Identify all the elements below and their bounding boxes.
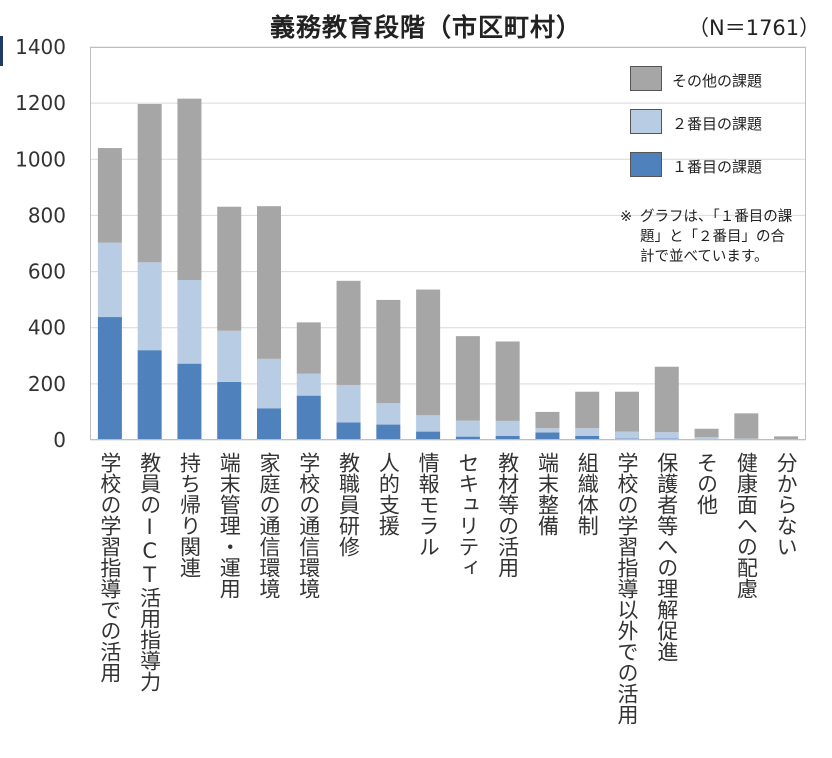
bar-segment-other	[376, 299, 401, 404]
bar-segment-second	[217, 330, 242, 382]
bar-segment-other	[455, 336, 480, 421]
category-label: 教材等の活用	[495, 452, 520, 578]
category-label: 組織体制	[575, 452, 600, 536]
bar-segment-second	[575, 428, 600, 436]
y-tick-label: 0	[53, 428, 66, 452]
category-label: 健康面への配慮	[734, 452, 759, 599]
category-label: 家庭の通信環境	[257, 452, 281, 599]
y-tick-label: 800	[28, 203, 66, 227]
category-label: 学校の学習指導以外での活用	[615, 452, 639, 725]
bar-segment-first	[495, 435, 520, 440]
bar-segment-second	[177, 279, 202, 364]
sample-size-label: （N＝1761）	[688, 16, 821, 40]
bar-segment-first	[257, 408, 281, 440]
bar-segment-first	[455, 436, 480, 440]
legend-swatch-second	[630, 109, 662, 134]
legend-label-first: １番目の課題	[672, 158, 763, 176]
bar-segment-first	[97, 317, 122, 440]
y-tick-label: 400	[28, 316, 66, 340]
left-accent-bar	[0, 36, 3, 66]
bar-segment-first	[535, 432, 560, 440]
category-label: その他	[694, 452, 719, 515]
bar-segment-other	[575, 391, 600, 429]
bar-segment-other	[416, 289, 441, 416]
bar-segment-second	[694, 437, 719, 440]
bar-segment-other	[137, 103, 162, 263]
bar-segment-first	[416, 431, 441, 440]
bar-segment-other	[774, 436, 799, 440]
category-label: 端末整備	[535, 452, 560, 536]
category-label: 端末管理・運用	[217, 452, 242, 599]
y-tick-label: 1400	[15, 35, 66, 59]
bar-segment-other	[615, 391, 639, 432]
chart-title: 義務教育段階（市区町村）	[270, 13, 583, 42]
bar-segment-other	[257, 206, 281, 359]
bar-segment-other	[97, 148, 122, 243]
bar-segment-other	[495, 341, 520, 421]
bar-segment-second	[416, 415, 441, 432]
bar-segment-second	[495, 420, 520, 436]
legend-swatch-other	[630, 66, 662, 91]
bar-segment-other	[177, 98, 202, 280]
bar-segment-second	[137, 262, 162, 351]
bar-segment-other	[654, 366, 679, 433]
bar-segment-second	[257, 358, 281, 409]
y-tick-label: 1200	[15, 91, 66, 115]
bar-segment-second	[296, 373, 321, 396]
category-label: 情報モラル	[416, 452, 441, 557]
bar-segment-other	[217, 206, 242, 331]
bar-segment-second	[455, 420, 480, 437]
category-label: 学校の学習指導での活用	[97, 452, 122, 683]
legend-label-second: ２番目の課題	[672, 115, 763, 133]
bar-segment-other	[694, 428, 719, 438]
y-tick-label: 1000	[15, 147, 66, 171]
bar-segment-other	[296, 322, 321, 374]
bar-segment-first	[217, 381, 242, 440]
bar-segment-first	[336, 422, 361, 440]
bar-segment-second	[535, 428, 560, 433]
bar-segment-first	[296, 395, 321, 440]
category-label: 分からない	[774, 452, 799, 557]
category-label: 保護者等への理解促進	[654, 452, 679, 662]
plot-area	[90, 47, 806, 440]
note-text: グラフは、「１番目の課題」と「２番目」の合計で並べています。	[640, 209, 793, 265]
category-label: 学校の通信環境	[296, 452, 321, 599]
bar-segment-other	[336, 280, 361, 385]
bar-segment-first	[575, 435, 600, 440]
bar-segment-second	[615, 431, 639, 439]
category-label: セキュリティ	[455, 452, 480, 578]
y-tick-label: 600	[28, 260, 66, 284]
note-mark: ※	[620, 209, 633, 225]
bar-segment-other	[535, 411, 560, 429]
bar-segment-second	[336, 384, 361, 423]
bar-segment-first	[177, 363, 202, 440]
legend-label-other: その他の課題	[672, 72, 763, 90]
bar-segment-second	[654, 432, 679, 439]
bar-segment-first	[137, 350, 162, 440]
bar-segment-second	[97, 242, 122, 318]
bar-segment-second	[376, 403, 401, 425]
y-tick-label: 200	[28, 372, 66, 396]
legend-swatch-first	[630, 152, 662, 177]
bar-segment-first	[376, 424, 401, 440]
category-label: 持ち帰り関連	[177, 452, 202, 578]
bar-segment-other	[734, 413, 759, 439]
category-label: 教員のICT活用指導力	[137, 452, 162, 692]
category-label: 教職員研修	[336, 452, 361, 557]
category-label: 人的支援	[376, 452, 401, 536]
